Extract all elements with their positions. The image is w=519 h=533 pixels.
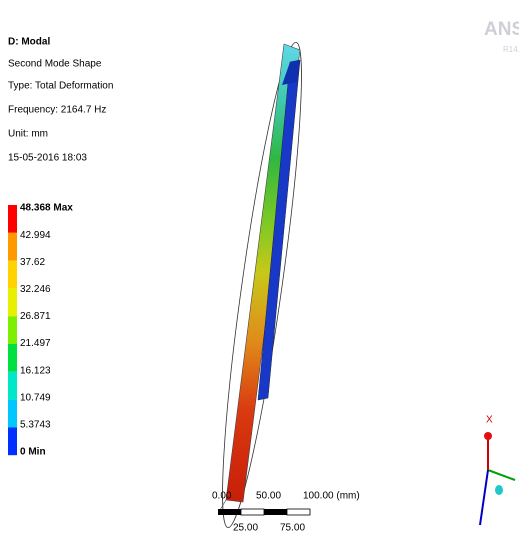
triad-sphere: [495, 485, 503, 495]
legend-band: [8, 316, 17, 344]
scale-label: 25.00: [233, 523, 258, 533]
legend-label: 0 Min: [20, 447, 46, 458]
legend-band: [8, 344, 17, 372]
timestamp: 15-05-2016 18:03: [8, 153, 87, 164]
legend-label: 48.368 Max: [20, 203, 73, 214]
result-type: Type: Total Deformation: [8, 81, 113, 92]
legend-label: 37.62: [20, 257, 45, 268]
unit: Unit: mm: [8, 129, 48, 140]
legend-band: [8, 288, 17, 316]
scale-bar: [218, 509, 310, 515]
frequency: Frequency: 2164.7 Hz: [8, 105, 106, 116]
legend-band: [8, 233, 17, 261]
legend-bar: [8, 205, 17, 455]
logo: ANSYS: [484, 19, 519, 40]
scale-label: 0.00: [212, 491, 232, 502]
version: R14.5: [503, 45, 519, 54]
legend-band: [8, 372, 17, 400]
triad: X: [480, 415, 515, 525]
legend-label: 42.994: [20, 230, 51, 241]
legend-label: 21.497: [20, 338, 51, 349]
legend-label: 16.123: [20, 365, 51, 376]
legend-label: 10.749: [20, 392, 51, 403]
scale-block: [287, 509, 310, 515]
legend-label: 26.871: [20, 311, 51, 322]
graphics-window: D: Modal Second Mode Shape Type: Total D…: [0, 0, 519, 533]
scale-label: 50.00: [256, 491, 281, 502]
triad-label: X: [486, 415, 493, 426]
viewport: D: Modal Second Mode Shape Type: Total D…: [0, 0, 519, 533]
triad-axis: [488, 470, 515, 480]
scale-block: [218, 509, 241, 515]
triad-tip: [484, 432, 492, 440]
scale-block: [241, 509, 264, 515]
scale-block: [264, 509, 287, 515]
legend-band: [8, 261, 17, 289]
analysis-name: D: Modal: [8, 37, 50, 48]
scale-label: 75.00: [280, 523, 305, 533]
legend-labels: 48.368 Max 42.994 37.62 32.246 26.871 21.497 1…: [20, 203, 73, 458]
legend-band: [8, 205, 17, 233]
legend-label: 32.246: [20, 284, 51, 295]
legend-band: [8, 427, 17, 455]
legend-label: 5.3743: [20, 420, 51, 431]
scale-label: 100.00 (mm): [303, 491, 360, 502]
triad-axis: [480, 470, 488, 525]
legend-band: [8, 400, 17, 428]
result-name: Second Mode Shape: [8, 59, 102, 70]
